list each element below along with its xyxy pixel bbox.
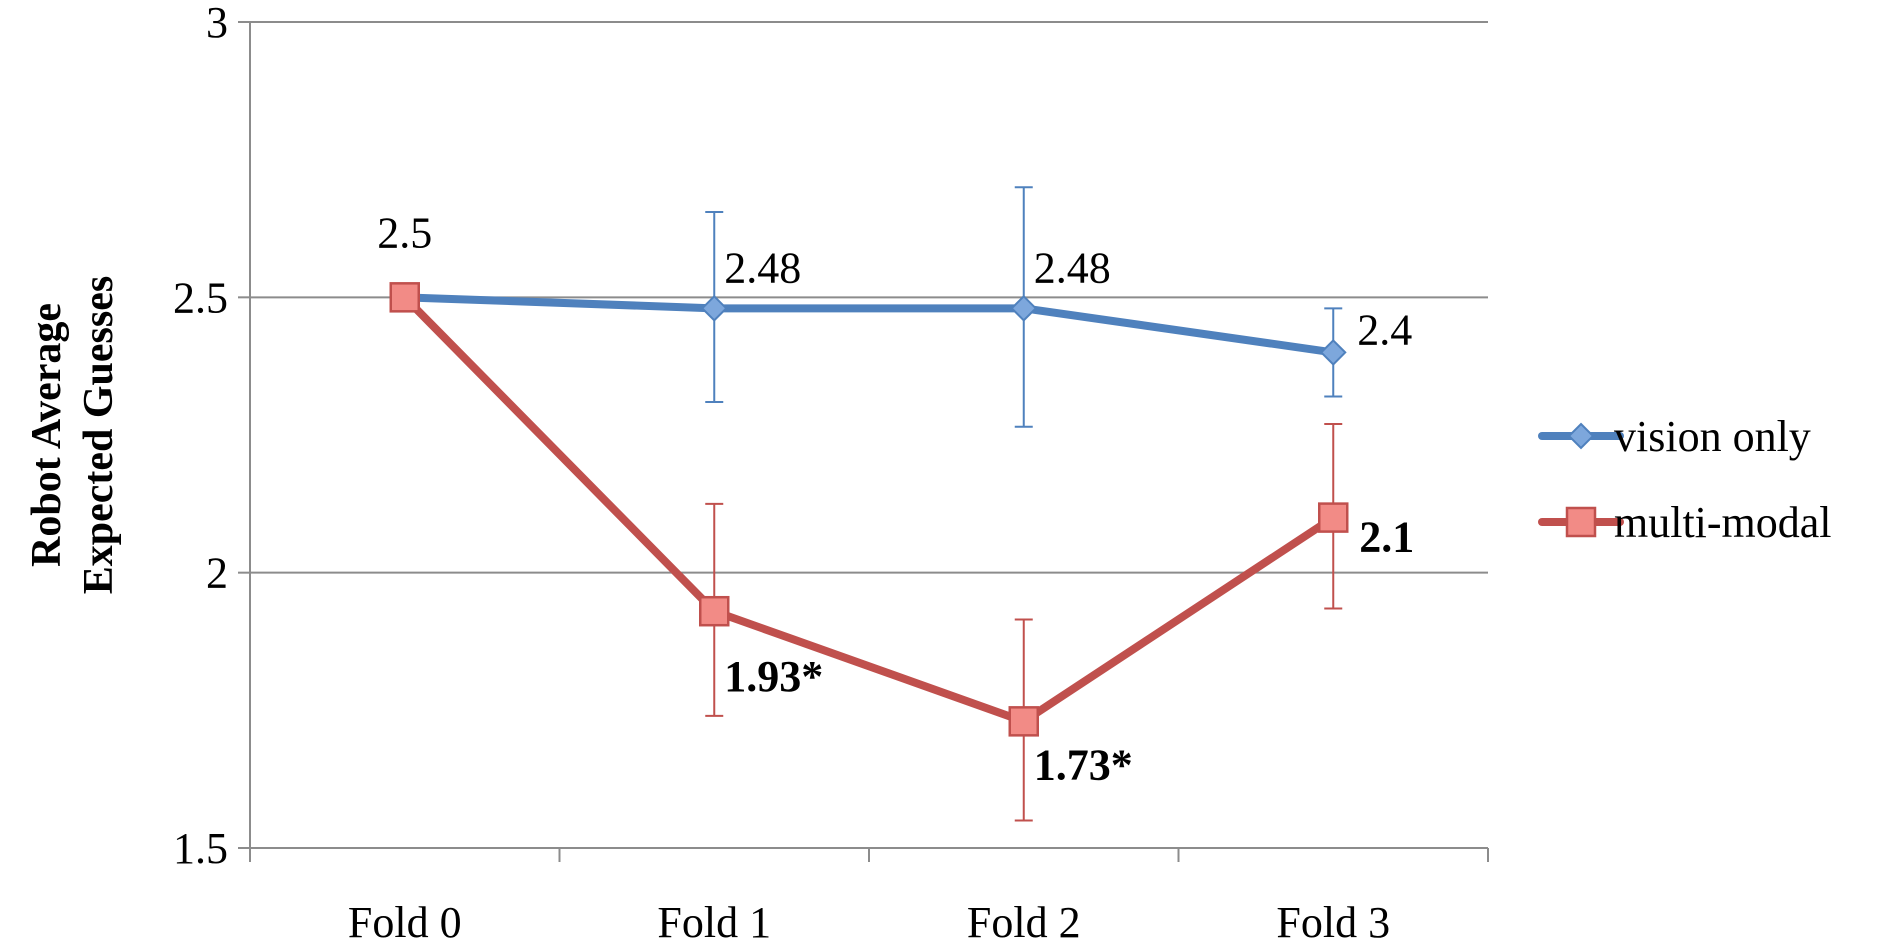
data-point [1008, 706, 1039, 737]
y-axis-title-line: Robot Average [24, 303, 70, 567]
axes [238, 21, 1489, 862]
y-axis-title: Robot Average Expected Guesses [24, 276, 122, 595]
data-point [1319, 338, 1347, 366]
data-label: 1.73* [1034, 740, 1133, 789]
legend-label: vision only [1614, 412, 1811, 461]
y-axis-title-line: Expected Guesses [76, 276, 122, 595]
x-tick-label: Fold 0 [348, 898, 462, 947]
x-tick-label: Fold 1 [657, 898, 771, 947]
x-tick-label: Fold 3 [1276, 898, 1390, 947]
data-point [1318, 502, 1349, 533]
legend-item: vision only [1538, 412, 1811, 461]
legend-marker [1567, 422, 1595, 450]
y-tick-label: 2.5 [173, 273, 228, 322]
y-axis-title-group: Robot Average Expected Guesses [24, 276, 122, 595]
data-label: 2.48 [724, 243, 801, 292]
x-tick-label: Fold 2 [967, 898, 1081, 947]
data-labels: 2.5 2.48 2.48 2.4 1.93* 1.73* 2.1 [377, 208, 1414, 789]
legend-label: multi-modal [1614, 498, 1832, 547]
x-tick-labels: Fold 0 Fold 1 Fold 2 Fold 3 [348, 898, 1390, 947]
data-point [1010, 294, 1038, 322]
data-label: 2.48 [1034, 243, 1111, 292]
data-point [700, 294, 728, 322]
data-point [389, 282, 420, 313]
legend-item: multi-modal [1538, 498, 1832, 547]
series-line [400, 293, 1338, 357]
data-label: 1.93* [724, 652, 823, 701]
legend-marker [1565, 506, 1597, 538]
series [389, 186, 1349, 822]
legend: vision only multi-modal [1538, 412, 1832, 547]
y-tick-label: 2 [206, 549, 228, 598]
data-label: 2.1 [1359, 513, 1414, 562]
y-tick-label: 1.5 [173, 824, 228, 873]
data-label: 2.5 [377, 208, 432, 257]
data-label: 2.4 [1357, 305, 1412, 354]
series-line [400, 293, 1338, 726]
y-tick-labels: 1.5 2 2.5 3 [173, 0, 228, 873]
y-tick-label: 3 [206, 0, 228, 47]
data-point [699, 595, 730, 627]
